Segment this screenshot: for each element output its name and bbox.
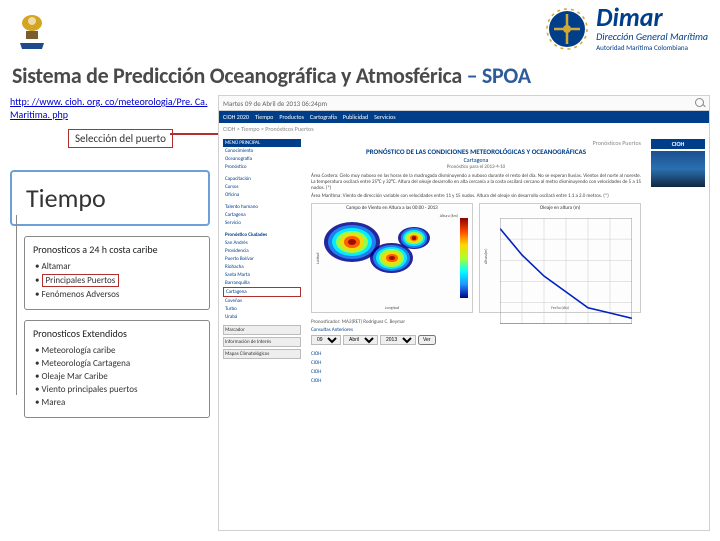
contour-chart: Campo de Viento en Altura a las 00:00 - …: [311, 203, 473, 313]
port-selector-label: Selección del puerto: [68, 129, 173, 148]
sidebar-city[interactable]: Santa Marta: [223, 271, 301, 279]
footer-link[interactable]: CIOH: [311, 378, 641, 384]
browser-date: Martes 09 de Abril de 2013 06:24pm: [223, 99, 327, 108]
list-item[interactable]: Oleaje Mar Caribe: [35, 370, 201, 383]
page-header: Dimar Dirección General Marítima Autorid…: [0, 0, 720, 58]
footer-link[interactable]: CIOH: [311, 360, 641, 366]
nav-item[interactable]: CIOH 2020: [223, 113, 249, 121]
list-item[interactable]: Principales Puertos: [35, 273, 201, 288]
browser-content: CIOH 2020 Tiempo Productos Cartografía P…: [218, 111, 710, 531]
cbar-label: Altura (km): [440, 214, 458, 219]
sidebar-title: MENÚ PRINCIPAL: [223, 139, 301, 147]
mini-forecast-image: [651, 151, 705, 187]
web-nav: CIOH 2020 Tiempo Productos Cartografía P…: [219, 111, 709, 123]
go-button[interactable]: Ver: [418, 335, 436, 345]
month-select[interactable]: Abril: [343, 335, 378, 345]
web-right-panel: CIOH: [647, 135, 709, 529]
nav-item[interactable]: Tiempo: [255, 113, 273, 121]
sidebar-btn-info[interactable]: Información de Interés: [223, 337, 301, 347]
sidebar-item[interactable]: Pronóstico: [223, 163, 301, 171]
sidebar-city-selected[interactable]: Cartagena: [223, 287, 301, 297]
sidebar-city[interactable]: Riohacha: [223, 263, 301, 271]
list-item[interactable]: Viento principales puertos: [35, 383, 201, 396]
tiempo-title: Tiempo: [26, 182, 194, 214]
dimar-subtitle2: Autoridad Marítima Colombiana: [596, 43, 708, 52]
cioh-badge: CIOH: [651, 139, 705, 149]
forecast-para2: Área Marítima: Viento de dirección varia…: [311, 193, 641, 199]
sidebar-city[interactable]: Urabá: [223, 313, 301, 321]
list-item[interactable]: Meteorología caribe: [35, 344, 201, 357]
sidebar-btn-marker[interactable]: Marcador: [223, 325, 301, 335]
nav-item[interactable]: Cartografía: [310, 113, 337, 121]
consultas-title: Consultas Anteriores: [311, 327, 641, 333]
pronext-list: Meteorología caribe Meteorología Cartage…: [33, 344, 201, 409]
list-item[interactable]: Marea: [35, 396, 201, 409]
chart2-title: Oleaje en altura (m): [480, 205, 640, 211]
title-bar: Sistema de Predicción Oceanográfica y At…: [0, 58, 720, 95]
nav-item[interactable]: Servicios: [374, 113, 395, 121]
chart2-ylabel: Altura(m): [484, 248, 489, 264]
dimar-subtitle: Dirección General Marítima: [596, 30, 708, 43]
dimar-logo: Dimar Dirección General Marítima Autorid…: [544, 6, 708, 52]
browser-chrome: Martes 09 de Abril de 2013 06:24pm: [218, 95, 710, 111]
list-item[interactable]: Altamar: [35, 260, 201, 273]
day-select[interactable]: 09: [311, 335, 341, 345]
browser-mock: Martes 09 de Abril de 2013 06:24pm CIOH …: [218, 95, 710, 541]
line-plot-area: [500, 218, 632, 324]
sidebar-item[interactable]: Cartagena: [223, 211, 301, 219]
sidebar-cities-title: Pronóstico Ciudades: [223, 231, 301, 239]
sidebar-item[interactable]: Capacitación: [223, 175, 301, 183]
chart1-xlabel: Longitud: [312, 306, 472, 311]
list-item[interactable]: Fenómenos Adversos: [35, 288, 201, 301]
nav-item[interactable]: Publicidad: [343, 113, 368, 121]
footer-link[interactable]: CIOH: [311, 351, 641, 357]
line-chart: Oleaje en altura (m) Altura(m) Fecha (dí…: [479, 203, 641, 313]
chart1-ylabel: Latitud: [316, 253, 321, 264]
sidebar-city[interactable]: Providencia: [223, 247, 301, 255]
source-url-link[interactable]: http: //www. cioh. org. co/meteorologia/…: [10, 95, 210, 121]
sidebar-item[interactable]: Oceanografía: [223, 155, 301, 163]
search-icon[interactable]: [695, 98, 704, 107]
forecast-title: PRONÓSTICO DE LAS CONDICIONES METEOROLÓG…: [311, 147, 641, 156]
nav-item[interactable]: Productos: [279, 113, 304, 121]
pronext-title: Pronosticos Extendidos: [33, 327, 201, 340]
contour-plot-area: [330, 218, 442, 298]
forecast-date: Pronóstico para el 2013-4-10: [311, 164, 641, 170]
charts-row: Campo de Viento en Altura a las 00:00 - …: [311, 203, 641, 313]
pron24-title: Pronosticos a 24 h costa caribe: [33, 243, 201, 256]
sidebar-city[interactable]: Barranquilla: [223, 279, 301, 287]
forecast-para1: Área Costera: Cielo muy nuboso en las ho…: [311, 173, 641, 191]
sidebar-city[interactable]: Turbo: [223, 305, 301, 313]
page-title: Sistema de Predicción Oceanográfica y At…: [12, 62, 708, 89]
chart1-title: Campo de Viento en Altura a las 00:00 - …: [312, 205, 472, 211]
web-main: Pronósticos Puertos PRONÓSTICO DE LAS CO…: [305, 135, 647, 529]
sidebar-item[interactable]: Conocimiento: [223, 147, 301, 155]
web-sidebar: MENÚ PRINCIPAL Conocimiento Oceanografía…: [219, 135, 305, 529]
sidebar-item[interactable]: Oficina: [223, 191, 301, 199]
sidebar-city[interactable]: Puerto Bolívar: [223, 255, 301, 263]
sidebar-city[interactable]: San Andrés: [223, 239, 301, 247]
sidebar-item[interactable]: Servicio: [223, 219, 301, 227]
tiempo-card: Tiempo: [10, 170, 210, 226]
sidebar-item[interactable]: Talento humano: [223, 203, 301, 211]
pron24-card: Pronosticos a 24 h costa caribe Altamar …: [24, 236, 210, 310]
pron24-list: Altamar Principales Puertos Fenómenos Ad…: [33, 260, 201, 301]
sidebar-item[interactable]: Cursos: [223, 183, 301, 191]
year-select[interactable]: 2013: [380, 335, 416, 345]
breadcrumb: CIOH > Tiempo > Pronósticos Puertos: [219, 123, 709, 135]
forecast-city: Cartagena: [311, 156, 641, 164]
footer-link[interactable]: CIOH: [311, 369, 641, 375]
colorbar: [460, 218, 468, 298]
date-selector: 09 Abril 2013 Ver: [311, 335, 641, 345]
sidebar-btn-maps[interactable]: Mapas Climatológicos: [223, 349, 301, 359]
dimar-name: Dimar: [596, 6, 708, 29]
list-item[interactable]: Meteorología Cartagena: [35, 357, 201, 370]
pronext-card: Pronosticos Extendidos Meteorología cari…: [24, 320, 210, 418]
cioh-logo: [12, 6, 52, 52]
left-panel: http: //www. cioh. org. co/meteorologia/…: [10, 95, 210, 541]
sidebar-city[interactable]: Coveñas: [223, 297, 301, 305]
